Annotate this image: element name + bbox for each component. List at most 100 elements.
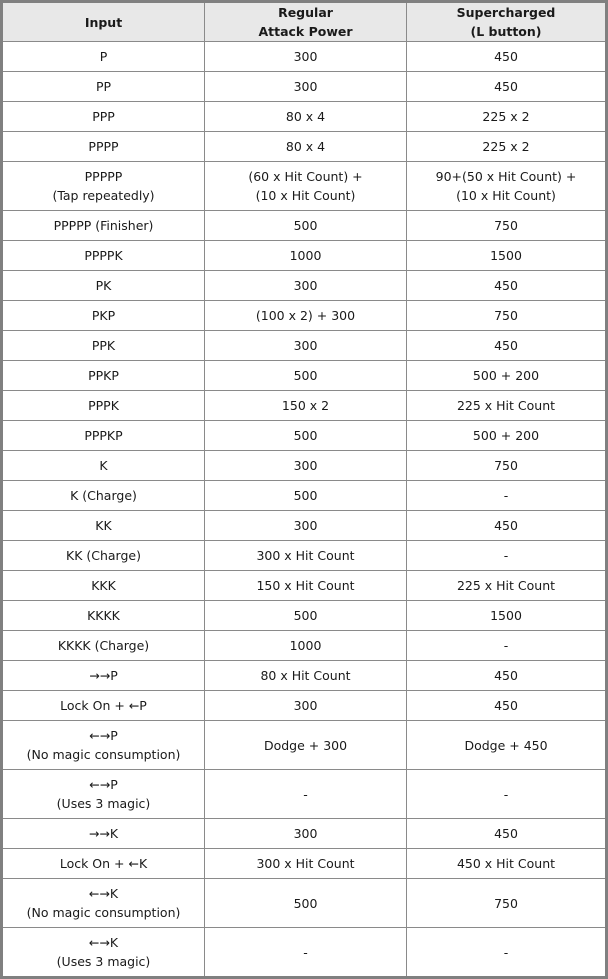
cell-text: 450 x Hit Count (456, 856, 556, 871)
cell-super: 1500 (406, 600, 607, 631)
header-row: Input Regular Attack Power Supercharged … (1, 1, 607, 42)
cell-regular: 500 (204, 480, 407, 511)
cell-text: PK (95, 278, 112, 293)
table-row: PKP (100 x 2) + 300 750 (1, 300, 607, 331)
cell-text: 300 (293, 826, 318, 841)
cell-regular: Dodge + 300 (204, 720, 407, 770)
cell-text: 80 x 4 (285, 139, 326, 154)
cell-text: 1500 (490, 608, 522, 623)
cell-text: 80 x 4 (285, 109, 326, 124)
cell-text: K (99, 458, 108, 473)
cell-regular: 300 x Hit Count (204, 848, 407, 879)
cell-super: - (406, 769, 607, 819)
cell-input: K (Charge) (1, 480, 205, 511)
cell-input: →→P (1, 660, 205, 691)
cell-text: KK (95, 518, 112, 533)
cell-input: PK (1, 270, 205, 301)
table-row: PPPP 80 x 4 225 x 2 (1, 131, 607, 162)
cell-input: PPK (1, 330, 205, 361)
cell-regular: - (204, 769, 407, 819)
cell-text: P (99, 49, 108, 64)
cell-regular: 80 x 4 (204, 131, 407, 162)
cell-super: 450 x Hit Count (406, 848, 607, 879)
cell-text: 300 (293, 698, 318, 713)
cell-input: PPPP (1, 131, 205, 162)
table-row: PPP 80 x 4 225 x 2 (1, 101, 607, 132)
table-row: ←→K (No magic consumption) 500 750 (1, 878, 607, 928)
cell-text: 1000 (289, 638, 322, 653)
cell-text: 450 (494, 278, 518, 293)
cell-input: ←→P (Uses 3 magic) (1, 769, 205, 819)
cell-text: 750 (494, 458, 518, 473)
cell-text: - (503, 638, 509, 653)
cell-text: (100 x 2) + 300 (255, 308, 356, 323)
cell-text: 500 + 200 (472, 428, 540, 443)
cell-super: - (406, 540, 607, 571)
table-row: PPPPP (Finisher) 500 750 (1, 210, 607, 241)
cell-super: - (406, 480, 607, 511)
cell-input: Lock On + ←P (1, 690, 205, 721)
table-row: KKK 150 x Hit Count 225 x Hit Count (1, 570, 607, 601)
cell-text: - (503, 786, 509, 802)
cell-super: Dodge + 450 (406, 720, 607, 770)
cell-text: 300 (293, 278, 318, 293)
cell-text: 450 (494, 79, 518, 94)
cell-input: ←→K (Uses 3 magic) (1, 927, 205, 978)
cell-text: PPK (91, 338, 116, 353)
cell-input: PKP (1, 300, 205, 331)
cell-text: PPPPP (Finisher) (53, 218, 154, 233)
cell-regular: 150 x Hit Count (204, 570, 407, 601)
cell-text: 90+(50 x Hit Count) + (435, 169, 577, 184)
cell-regular: 80 x Hit Count (204, 660, 407, 691)
table-row: Lock On + ←K 300 x Hit Count 450 x Hit Cou… (1, 848, 607, 879)
cell-text: 500 (293, 608, 318, 623)
header-input: Input (1, 1, 205, 42)
cell-input: KK (Charge) (1, 540, 205, 571)
cell-input: PPPKP (1, 420, 205, 451)
cell-input: KK (1, 510, 205, 541)
cell-text: 500 (293, 895, 318, 911)
table-row: →→P 80 x Hit Count 450 (1, 660, 607, 691)
table-row: →→K 300 450 (1, 818, 607, 849)
table-row: K (Charge) 500 - (1, 480, 607, 511)
table-row: PK 300 450 (1, 270, 607, 301)
cell-input: KKKK (1, 600, 205, 631)
cell-regular: (100 x 2) + 300 (204, 300, 407, 331)
cell-text: PP (95, 79, 112, 94)
cell-text: 750 (494, 308, 518, 323)
table-row: KKKK 500 1500 (1, 600, 607, 631)
cell-text: 80 x Hit Count (260, 668, 351, 683)
cell-input: PPP (1, 101, 205, 132)
cell-super: 90+(50 x Hit Count) + (10 x Hit Count) (406, 161, 607, 211)
cell-super: 500 + 200 (406, 360, 607, 391)
cell-text: 150 x 2 (281, 398, 330, 413)
cell-super: - (406, 630, 607, 661)
cell-text: 1000 (289, 248, 322, 263)
cell-text: KK (Charge) (66, 548, 141, 563)
cell-text: 225 x Hit Count (456, 398, 556, 413)
cell-text: 300 (293, 338, 318, 353)
cell-text: K (Charge) (70, 488, 137, 503)
cell-text: KKK (91, 578, 116, 593)
cell-text: PPPKP (84, 428, 123, 443)
cell-input: K (1, 450, 205, 481)
cell-text: 450 (494, 668, 518, 683)
table-row: KK (Charge) 300 x Hit Count - (1, 540, 607, 571)
cell-input: PPKP (1, 360, 205, 391)
cell-text: 450 (494, 698, 518, 713)
cell-text: 300 x Hit Count (256, 548, 355, 563)
cell-text: →→P (89, 668, 118, 683)
cell-super: 225 x Hit Count (406, 570, 607, 601)
cell-regular: 500 (204, 600, 407, 631)
cell-text: PPPP (88, 139, 119, 154)
table-row: PP 300 450 (1, 71, 607, 102)
cell-text: PPPPK (84, 248, 123, 263)
cell-input: PPPPP (Finisher) (1, 210, 205, 241)
table-row: KKKK (Charge) 1000 - (1, 630, 607, 661)
cell-regular: 500 (204, 210, 407, 241)
cell-text: (60 x Hit Count) + (248, 169, 363, 184)
cell-input: PP (1, 71, 205, 102)
table-row: ←→P (No magic consumption) Dodge + 300 Dodg… (1, 720, 607, 770)
cell-text: Lock On + ←P (60, 698, 147, 713)
cell-text: 300 (293, 49, 318, 64)
